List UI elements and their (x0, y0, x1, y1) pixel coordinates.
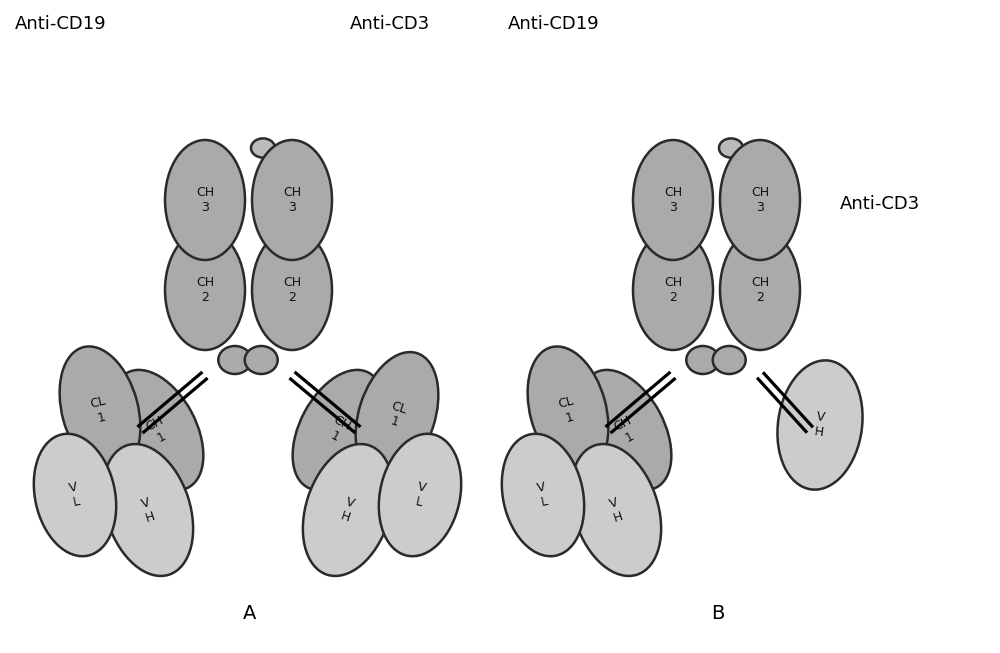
Ellipse shape (165, 230, 245, 350)
Ellipse shape (379, 434, 461, 556)
Text: CH
3: CH 3 (664, 186, 682, 214)
Ellipse shape (60, 347, 140, 473)
Text: CH
3: CH 3 (751, 186, 769, 214)
Ellipse shape (245, 346, 278, 374)
Ellipse shape (571, 444, 661, 576)
Ellipse shape (34, 434, 116, 556)
Ellipse shape (252, 230, 332, 350)
Ellipse shape (218, 346, 251, 374)
Ellipse shape (165, 140, 245, 260)
Ellipse shape (303, 444, 393, 576)
Ellipse shape (686, 346, 719, 374)
Text: CH
2: CH 2 (664, 276, 682, 304)
Text: V
L: V L (68, 481, 82, 509)
Text: A: A (243, 604, 257, 623)
Ellipse shape (720, 230, 800, 350)
Text: CH
3: CH 3 (196, 186, 214, 214)
Text: CH
3: CH 3 (283, 186, 301, 214)
Text: V
L: V L (413, 481, 427, 509)
Text: CL
1: CL 1 (557, 394, 579, 426)
Text: V
H: V H (339, 495, 357, 525)
Text: CL
1: CL 1 (385, 399, 409, 431)
Text: CH
1: CH 1 (611, 413, 641, 447)
Ellipse shape (252, 140, 332, 260)
Text: Anti-CD19: Anti-CD19 (508, 15, 600, 33)
Text: V
H: V H (813, 411, 827, 439)
Ellipse shape (713, 346, 746, 374)
Ellipse shape (293, 370, 383, 490)
Text: V
H: V H (139, 495, 157, 525)
Text: CH
2: CH 2 (283, 276, 301, 304)
Ellipse shape (113, 370, 203, 490)
Text: CL
1: CL 1 (89, 394, 111, 426)
Ellipse shape (633, 140, 713, 260)
Text: B: B (711, 604, 725, 623)
Ellipse shape (633, 230, 713, 350)
Text: Anti-CD3: Anti-CD3 (350, 15, 430, 33)
Text: Anti-CD19: Anti-CD19 (15, 15, 107, 33)
Ellipse shape (528, 347, 608, 473)
Ellipse shape (502, 434, 584, 556)
Text: CH
2: CH 2 (196, 276, 214, 304)
Ellipse shape (720, 140, 800, 260)
Text: V
H: V H (607, 495, 625, 525)
Ellipse shape (251, 138, 275, 157)
Ellipse shape (103, 444, 193, 576)
Ellipse shape (356, 352, 438, 478)
Ellipse shape (777, 360, 863, 490)
Text: CH
1: CH 1 (323, 413, 353, 447)
Text: CH
1: CH 1 (143, 413, 173, 447)
Text: V
L: V L (536, 481, 550, 509)
Text: CH
2: CH 2 (751, 276, 769, 304)
Text: Anti-CD3: Anti-CD3 (840, 195, 920, 213)
Ellipse shape (719, 138, 743, 157)
Ellipse shape (581, 370, 671, 490)
